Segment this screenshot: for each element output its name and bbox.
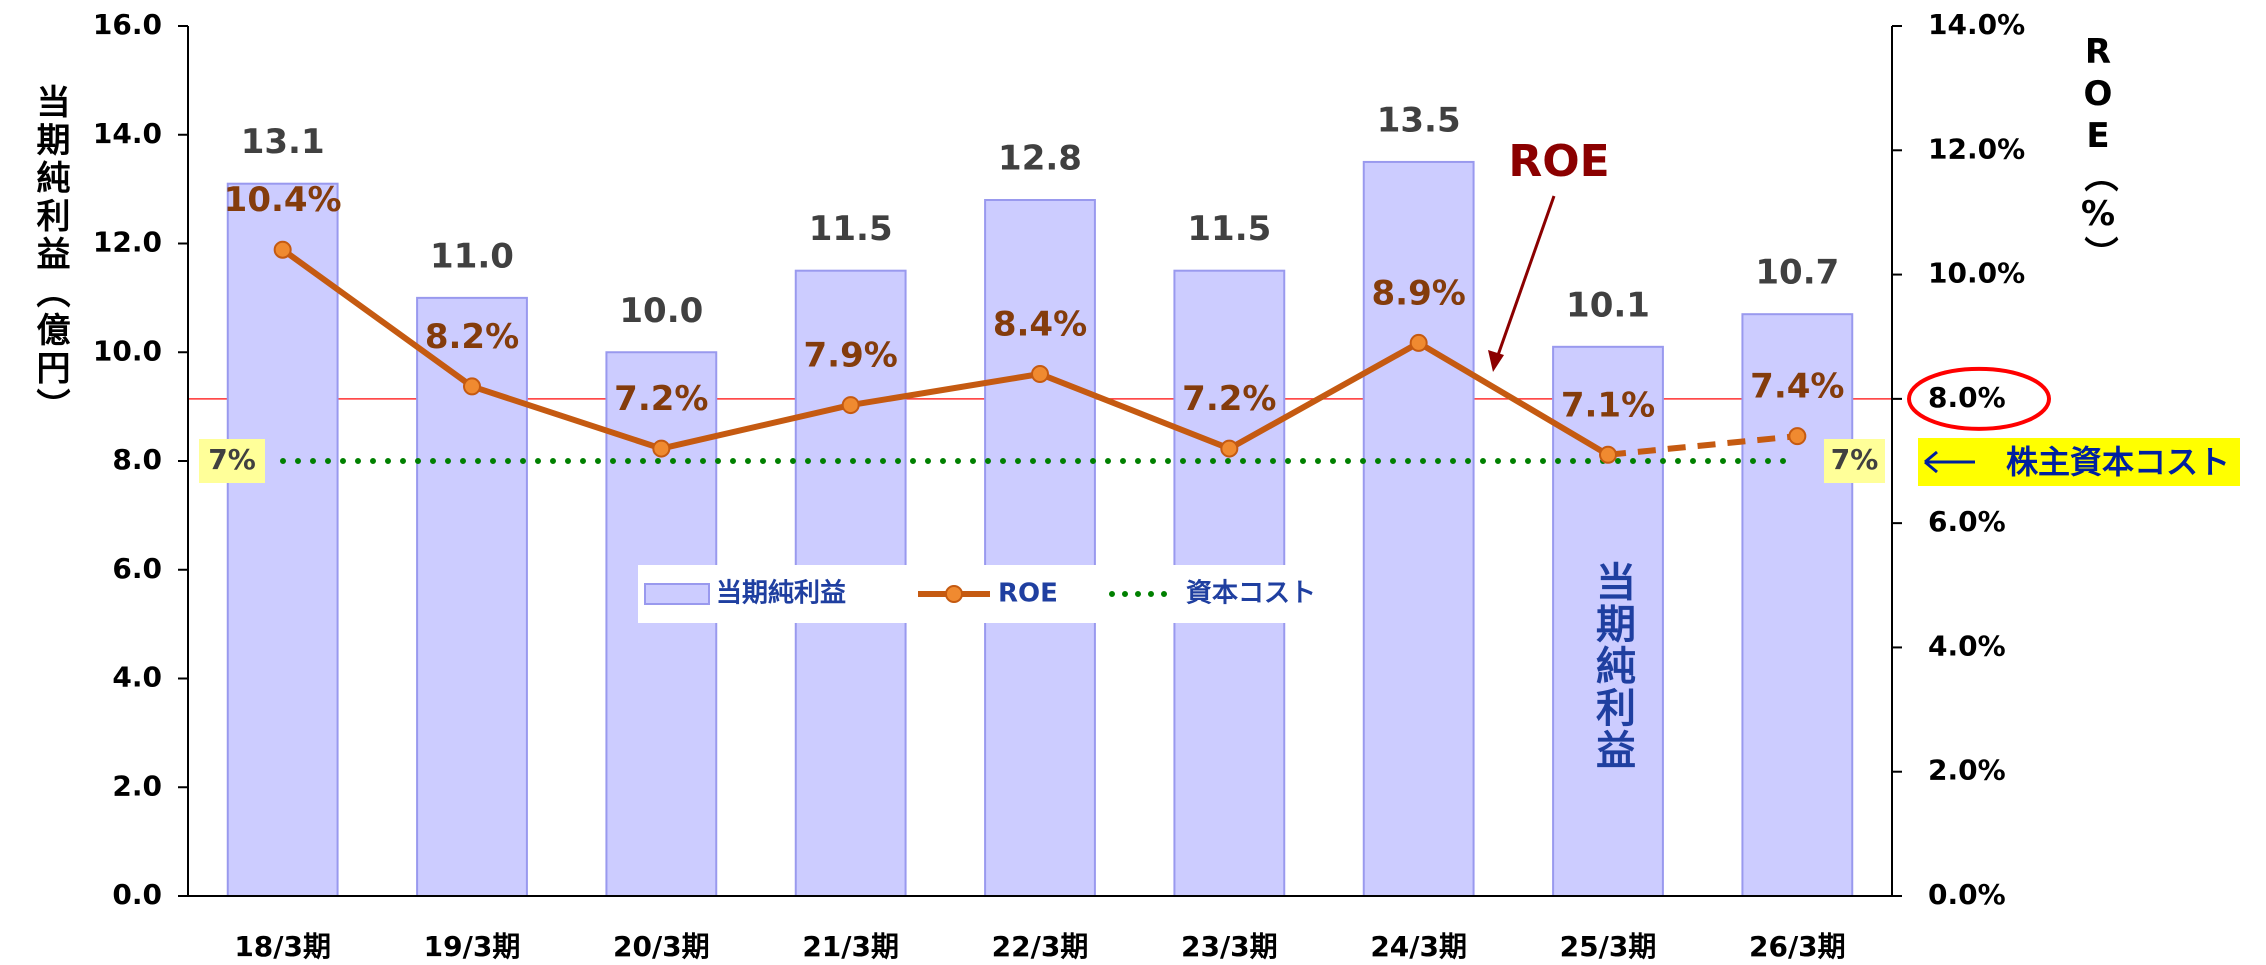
bar <box>984 199 1096 897</box>
y-tick-label: 12.0 <box>93 226 162 259</box>
bar-value-label: 10.1 <box>1566 285 1650 325</box>
y-tick-label: 0.0 <box>112 878 162 911</box>
annotation-arrow <box>1924 450 1975 474</box>
x-tick-label: 25/3期 <box>1560 930 1657 963</box>
y2-tick-label: 12.0% <box>1928 132 2025 165</box>
y2-tick-label: 14.0% <box>1928 8 2025 41</box>
line-marker <box>463 377 481 396</box>
y2-tick-label: 2.0% <box>1928 754 2006 787</box>
y2-tick-label: 10.0% <box>1928 257 2025 290</box>
bar-value-label: 11.0 <box>430 236 514 276</box>
y-tick-label: 10.0 <box>93 334 162 367</box>
x-tick-label: 18/3期 <box>234 930 331 963</box>
bar-value-label: 10.0 <box>619 291 703 331</box>
line-marker <box>1599 445 1617 464</box>
line-marker <box>1409 333 1428 352</box>
y2-tick-label: 4.0% <box>1928 629 2006 662</box>
annotation: ROE <box>1508 136 1609 187</box>
reference-label: 7% <box>1831 443 1879 476</box>
bar-value-label: 13.1 <box>241 122 325 162</box>
bar <box>1552 345 1664 897</box>
x-tick-label: 24/3期 <box>1370 930 1467 963</box>
y2-tick-label: 8.0% <box>1928 381 2006 414</box>
bar <box>1741 313 1854 897</box>
x-tick-label: 20/3期 <box>613 930 710 963</box>
annotation: 当期純利益 <box>1589 561 1636 771</box>
bar-value-label: 11.5 <box>809 209 893 249</box>
highlight-circle <box>1907 366 2051 431</box>
y-tick-label: 4.0 <box>112 661 162 694</box>
line-value-label: 7.9% <box>804 336 898 376</box>
bar <box>226 182 339 897</box>
line-value-label: 7.2% <box>1182 379 1276 419</box>
line-marker <box>652 439 671 458</box>
x-tick-label: 23/3期 <box>1181 930 1278 963</box>
line-marker <box>1220 439 1239 458</box>
line-marker <box>841 396 860 415</box>
y2-tick-label: 0.0% <box>1928 878 2006 911</box>
x-tick-label: 26/3期 <box>1749 930 1846 963</box>
line-value-label: 7.1% <box>1561 385 1655 425</box>
legend-swatch <box>644 583 710 605</box>
y2-axis-title: ROE（%） <box>2078 32 2118 272</box>
legend-label: ROE <box>998 579 1058 609</box>
bar-value-label: 13.5 <box>1377 100 1461 140</box>
x-tick-label: 19/3期 <box>424 930 521 963</box>
line-dashed <box>1607 433 1798 458</box>
line-marker <box>1031 365 1049 383</box>
legend-swatch <box>945 585 963 603</box>
x-tick-label: 21/3期 <box>802 930 899 963</box>
line-value-label: 10.4% <box>224 180 342 220</box>
line-marker <box>1788 427 1807 446</box>
y-tick-label: 2.0 <box>112 769 162 802</box>
line-marker <box>273 240 292 259</box>
reference-label-box <box>1824 439 1885 483</box>
line-value-label: 7.2% <box>614 379 708 419</box>
y-tick-label: 6.0 <box>112 552 162 585</box>
annotation-arrow <box>1495 195 1556 359</box>
reference-label-box <box>199 439 265 483</box>
annotation: 株主資本コスト <box>2006 443 2230 481</box>
y-tick-label: 8.0 <box>112 443 162 476</box>
bar-value-label: 12.8 <box>998 139 1082 179</box>
legend-label: 資本コスト <box>1186 579 1316 609</box>
y-tick-label: 14.0 <box>93 117 162 150</box>
line <box>280 247 1610 458</box>
line-value-label: 7.4% <box>1750 367 1844 407</box>
bar-value-label: 11.5 <box>1187 209 1271 249</box>
line-value-label: 8.4% <box>993 305 1087 345</box>
bar-value-label: 10.7 <box>1755 253 1839 293</box>
y-tick-label: 16.0 <box>93 8 162 41</box>
x-tick-label: 22/3期 <box>992 930 1089 963</box>
y2-tick-label: 6.0% <box>1928 505 2006 538</box>
annotation-arrowhead <box>1488 350 1504 372</box>
legend-label: 当期純利益 <box>716 578 846 609</box>
bar <box>1362 160 1475 897</box>
line-value-label: 8.2% <box>425 317 519 357</box>
reference-label: 7% <box>208 443 256 476</box>
y-axis-title: 当期純利益（億円） <box>30 84 70 426</box>
line-value-label: 8.9% <box>1372 273 1466 313</box>
